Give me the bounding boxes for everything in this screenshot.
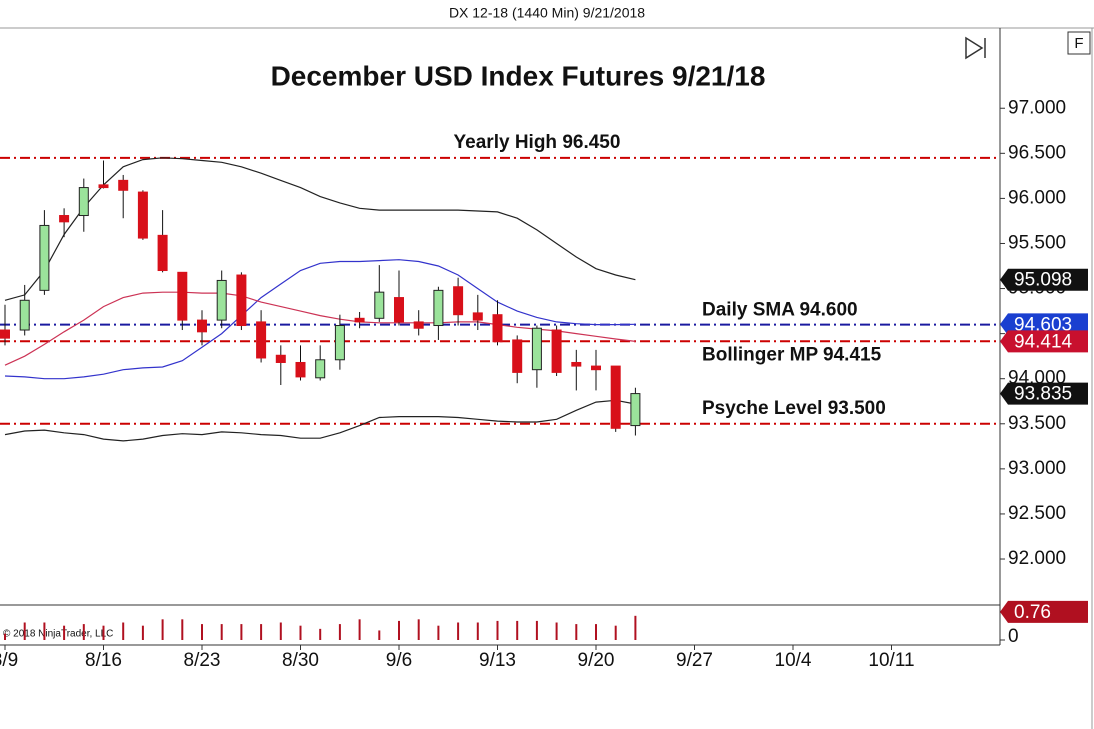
candle-body	[610, 365, 621, 429]
price-badge-label: 95.098	[1014, 270, 1072, 291]
level-label: Daily SMA 94.600	[702, 300, 858, 321]
y-tick-label: 95.500	[1008, 232, 1066, 253]
candle-body	[177, 271, 188, 321]
x-tick-label: 10/4	[775, 650, 812, 671]
candle-body	[19, 299, 30, 331]
candle-body	[571, 361, 582, 367]
candle-body	[98, 184, 109, 189]
y-tick-label: 97.000	[1008, 97, 1066, 118]
price-badge-label: 94.603	[1014, 314, 1072, 335]
candle-body	[551, 329, 562, 373]
candle-body	[394, 297, 404, 323]
price-badge	[1000, 268, 1088, 291]
x-tick-label: 9/13	[479, 650, 516, 671]
price-badge-label: 0.76	[1014, 602, 1051, 623]
indicator-line	[4, 291, 636, 366]
candle-body	[157, 234, 168, 272]
candle-body	[275, 354, 286, 363]
x-tick-label: 9/6	[386, 650, 412, 671]
indicator-line	[4, 157, 636, 301]
candle-body	[531, 327, 542, 371]
y-tick-label: 92.000	[1008, 548, 1066, 569]
candle-body	[591, 365, 601, 371]
f-button[interactable]	[1067, 31, 1091, 55]
volume-tick-label: 0	[1008, 626, 1019, 647]
candle-body	[118, 179, 129, 191]
candle-body	[413, 321, 424, 329]
y-tick-label: 96.000	[1008, 187, 1066, 208]
candle-body	[492, 314, 503, 343]
candle-body	[295, 361, 306, 378]
price-badge	[1000, 382, 1088, 405]
chart-title: December USD Index Futures 9/21/18	[271, 60, 766, 91]
y-tick-label: 92.500	[1008, 503, 1066, 524]
candle-body	[256, 321, 267, 359]
price-badge	[1000, 313, 1088, 336]
x-tick-label: 9/27	[676, 650, 713, 671]
scroll-end-icon[interactable]	[965, 36, 986, 60]
f-button-label[interactable]: F	[1074, 35, 1083, 52]
x-tick-label: 9/20	[578, 650, 615, 671]
candle-body	[197, 319, 207, 333]
candle-body	[453, 286, 464, 316]
indicator-line	[4, 259, 636, 380]
candle-body	[236, 274, 247, 327]
x-tick-label: 8/23	[184, 650, 221, 671]
y-tick-label: 93.000	[1008, 458, 1066, 479]
x-tick-label: 8/30	[282, 650, 319, 671]
indicator-line	[4, 399, 636, 442]
x-tick-label: 8/9	[0, 650, 18, 671]
price-badge	[1000, 600, 1088, 623]
candle-body	[334, 325, 345, 361]
candle-body	[216, 279, 227, 321]
level-label: Psyche Level 93.500	[702, 398, 886, 419]
candle-body	[315, 359, 326, 379]
candle-body	[354, 317, 365, 323]
x-tick-label: 10/11	[868, 650, 914, 671]
x-tick-label: 8/16	[85, 650, 122, 671]
candle-body	[630, 393, 641, 427]
candle-body	[39, 224, 50, 291]
y-tick-label: 93.500	[1008, 413, 1066, 434]
candle-body	[137, 191, 148, 239]
candle-body	[374, 291, 385, 319]
candle-body	[0, 329, 10, 339]
candle-body	[433, 289, 444, 327]
y-tick-label: 96.500	[1008, 142, 1066, 163]
price-badge-label: 93.835	[1014, 384, 1072, 405]
candle-body	[59, 215, 70, 223]
header: DX 12-18 (1440 Min) 9/21/2018	[449, 5, 645, 21]
price-badge-label: 94.414	[1014, 331, 1073, 352]
level-label: Bollinger MP 94.415	[702, 344, 882, 365]
candle-body	[512, 339, 523, 373]
candle-body	[472, 312, 483, 321]
price-badge	[1000, 330, 1088, 353]
candle-body	[78, 187, 89, 217]
copyright: © 2018 NinjaTrader, LLC	[3, 629, 113, 640]
level-label: Yearly High 96.450	[454, 132, 621, 153]
